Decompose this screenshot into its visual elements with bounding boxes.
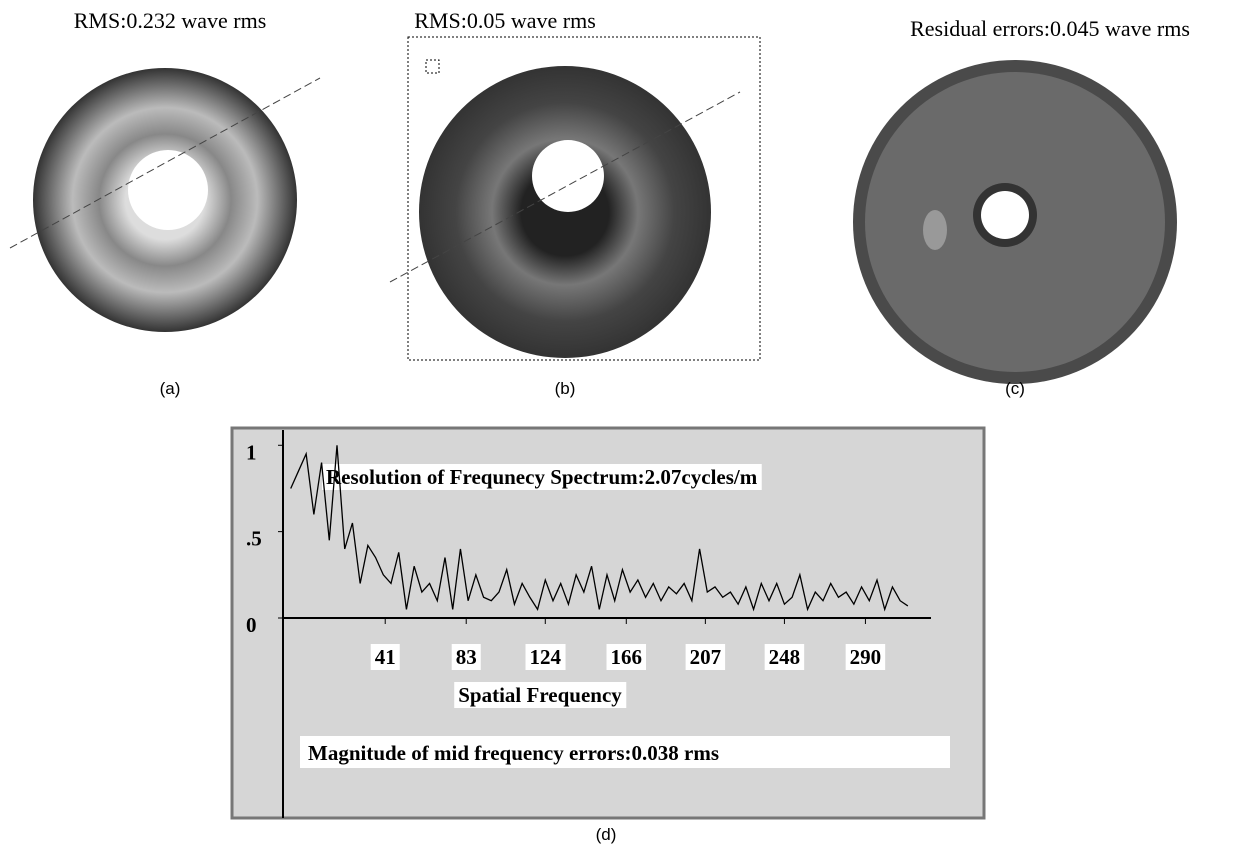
y-tick-label: 0 [246, 613, 257, 637]
annotation: Resolution of Frequnecy Spectrum:2.07cyc… [326, 465, 758, 489]
y-tick-label: .5 [246, 527, 262, 551]
x-tick-label: 41 [375, 645, 396, 669]
panel-title: RMS:0.05 wave rms [414, 8, 596, 33]
x-tick-label: 248 [769, 645, 801, 669]
panel-title: Residual errors:0.045 wave rms [910, 16, 1190, 41]
label-bg [451, 644, 481, 670]
panel-caption: (a) [160, 379, 181, 398]
annotation-bg [300, 736, 950, 768]
x-tick-label: 290 [850, 645, 882, 669]
annotation: Magnitude of mid frequency errors:0.038 … [308, 741, 719, 765]
label-bg [322, 464, 762, 490]
panel-title: RMS:0.232 wave rms [74, 8, 267, 33]
disk-hole [981, 191, 1029, 239]
x-axis-label: Spatial Frequency [458, 683, 622, 707]
spot [923, 210, 947, 250]
axis-line [9, 77, 321, 249]
panel-caption: (c) [1005, 379, 1025, 398]
label-bg [525, 644, 566, 670]
panel-caption: (d) [596, 825, 617, 844]
axis-line [389, 91, 741, 283]
label-bg [370, 644, 400, 670]
disk-hole [532, 140, 604, 212]
x-tick-label: 83 [456, 645, 477, 669]
y-tick-label: 1 [246, 440, 257, 464]
label-bg [764, 644, 805, 670]
label-bg [845, 644, 886, 670]
x-tick-label: 166 [611, 645, 643, 669]
chart: 0 .5 1 41 83 124 166 207 248 290 Spatial Frequency… [246, 430, 950, 818]
handle [425, 59, 440, 74]
x-tick-label: 124 [530, 645, 562, 669]
spectrum-line [290, 445, 909, 612]
x-tick-label: 207 [690, 645, 722, 669]
disk-b [419, 66, 711, 358]
label-bg [685, 644, 726, 670]
label-bg [606, 644, 647, 670]
label-bg [454, 682, 627, 708]
selection-box [407, 36, 761, 361]
disk-hole [128, 150, 208, 230]
panel-caption: (b) [555, 379, 576, 398]
